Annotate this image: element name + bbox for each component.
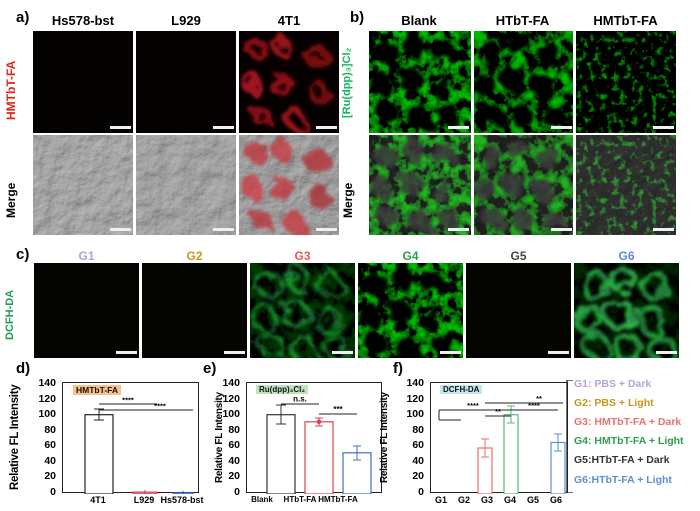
svg-text:****: **** [122,396,134,405]
svg-text:****: **** [528,401,540,410]
svg-text:****: **** [154,402,166,411]
svg-text:n.s.: n.s. [293,395,307,404]
svg-text:***: *** [333,405,343,414]
svg-text:****: **** [467,401,479,410]
svg-text:**: ** [495,407,501,416]
